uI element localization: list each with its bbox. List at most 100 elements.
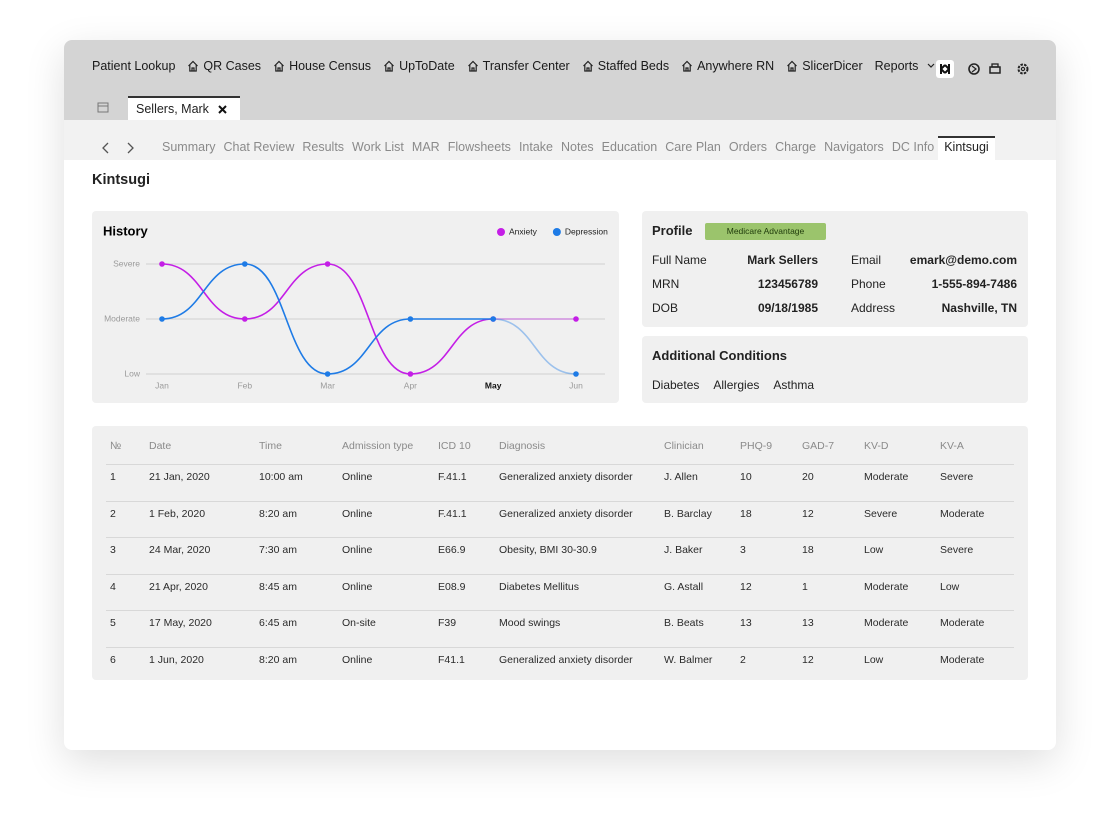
nav-item[interactable]: Anywhere RN bbox=[681, 59, 774, 73]
nav-item[interactable]: Patient Lookup bbox=[92, 59, 175, 73]
column-header: Admission type bbox=[342, 440, 414, 452]
nav-label: Staffed Beds bbox=[597, 59, 670, 73]
table-cell: 12 bbox=[802, 654, 814, 666]
data-point bbox=[573, 316, 579, 322]
nav-item[interactable]: Transfer Center bbox=[467, 59, 570, 73]
nav-label: SlicerDicer bbox=[802, 59, 863, 73]
caret-icon bbox=[928, 63, 935, 68]
column-header: № bbox=[110, 440, 122, 452]
table-cell: Generalized anxiety disorder bbox=[499, 507, 633, 520]
column-header: GAD-7 bbox=[802, 440, 835, 452]
table-cell: Generalized anxiety disorder bbox=[499, 654, 633, 666]
condition: Asthma bbox=[773, 378, 815, 392]
x-tick-label: Jun bbox=[569, 380, 583, 390]
field-label: Full Name bbox=[652, 253, 707, 267]
nav-item[interactable]: SlicerDicer bbox=[786, 59, 863, 73]
field-label: MRN bbox=[652, 277, 680, 291]
table-cell: G. Astall bbox=[664, 580, 704, 593]
conditions-list: Diabetes Allergies Asthma bbox=[652, 378, 814, 392]
nav-label: QR Cases bbox=[203, 59, 262, 73]
tab[interactable]: Care Plan bbox=[665, 140, 721, 154]
table-cell: B. Barclay bbox=[664, 507, 712, 520]
tab[interactable]: Work List bbox=[352, 140, 404, 154]
data-point bbox=[324, 371, 331, 377]
table-cell: 1 Jun, 2020 bbox=[149, 654, 204, 666]
globe-icon[interactable] bbox=[968, 63, 980, 75]
x-tick-label: Feb bbox=[237, 380, 252, 390]
table-cell: Low bbox=[864, 654, 884, 666]
tab[interactable]: Summary bbox=[162, 140, 216, 154]
table-cell: W. Balmer bbox=[664, 654, 713, 666]
tab[interactable]: Kintsugi bbox=[938, 136, 995, 160]
patient-tab[interactable]: Sellers, Mark bbox=[128, 96, 240, 120]
tab[interactable]: Chat Review bbox=[223, 140, 295, 154]
page-title: Kintsugi bbox=[92, 172, 150, 188]
field-label: Address bbox=[851, 301, 896, 315]
tab[interactable]: Charge bbox=[775, 140, 817, 154]
condition: Allergies bbox=[713, 378, 760, 392]
nav-item[interactable]: Reports bbox=[875, 59, 937, 73]
home-shape bbox=[582, 60, 593, 72]
table-cell: On-site bbox=[342, 617, 376, 630]
nav-item[interactable]: UpToDate bbox=[383, 59, 455, 73]
history-arrows[interactable] bbox=[100, 142, 140, 154]
table-cell: Moderate bbox=[864, 471, 909, 483]
settings-icon[interactable] bbox=[1017, 63, 1029, 75]
table-cell: 12 bbox=[740, 580, 752, 593]
nav-item[interactable]: House Census bbox=[273, 59, 371, 73]
x-tick-label: Jan bbox=[155, 380, 169, 390]
table-cell: Generalized anxiety disorder bbox=[499, 471, 633, 483]
tab[interactable]: Orders bbox=[728, 140, 768, 154]
table-cell: 7:30 am bbox=[259, 544, 297, 557]
nav-item[interactable]: Staffed Beds bbox=[582, 59, 669, 73]
table-cell: Low bbox=[940, 580, 960, 593]
tab[interactable]: Flowsheets bbox=[447, 140, 511, 154]
nav-label: UpToDate bbox=[399, 59, 455, 73]
logo-icon[interactable] bbox=[936, 60, 954, 78]
close-icon[interactable] bbox=[218, 104, 227, 114]
calendar-icon[interactable] bbox=[97, 101, 109, 113]
table-cell: Online bbox=[342, 580, 373, 593]
table-cell: Moderate bbox=[940, 507, 985, 520]
home-icon bbox=[467, 60, 478, 72]
nav-label: Anywhere RN bbox=[697, 59, 775, 73]
tab[interactable]: Intake bbox=[518, 140, 553, 154]
home-icon bbox=[787, 60, 798, 72]
tab[interactable]: Education bbox=[601, 140, 658, 154]
tab-row: Summary Chat Review Results Work List MAR Flo… bbox=[64, 120, 1056, 160]
table-cell: 2 bbox=[740, 654, 746, 666]
table-cell: 24 Mar, 2020 bbox=[149, 544, 211, 557]
table-cell: 18 bbox=[802, 544, 814, 557]
data-point bbox=[324, 261, 331, 267]
home-icon bbox=[188, 60, 199, 72]
app-window: Patient Lookup QR Cases House Census UpToDa… bbox=[64, 40, 1056, 750]
table-cell: B. Beats bbox=[664, 617, 704, 630]
tab[interactable]: Notes bbox=[561, 140, 594, 154]
column-header: KV-A bbox=[940, 440, 964, 452]
table-cell: 4 bbox=[110, 580, 116, 593]
table-cell: Moderate bbox=[940, 654, 985, 666]
data-point bbox=[159, 261, 165, 267]
data-point bbox=[159, 316, 165, 322]
tab[interactable]: MAR bbox=[411, 140, 440, 154]
print-icon[interactable] bbox=[989, 66, 1001, 74]
field-label: DOB bbox=[652, 301, 679, 315]
series-line bbox=[161, 263, 494, 375]
table-cell: F39 bbox=[438, 617, 457, 630]
tab[interactable]: Results bbox=[302, 140, 345, 154]
table-cell: Moderate bbox=[864, 580, 909, 593]
table-cell: 10 bbox=[740, 471, 752, 483]
plan-badge: Medicare Advantage bbox=[705, 223, 826, 240]
table-cell: 21 Apr, 2020 bbox=[149, 580, 208, 593]
tab[interactable]: Navigators bbox=[824, 140, 884, 154]
home-icon bbox=[274, 60, 284, 72]
nav-item[interactable]: QR Cases bbox=[187, 59, 261, 73]
table-cell: 5 bbox=[110, 617, 116, 630]
tab[interactable]: DC Info bbox=[891, 140, 935, 154]
table-cell: 13 bbox=[740, 617, 752, 630]
data-point bbox=[242, 316, 248, 322]
table-cell: Moderate bbox=[940, 617, 985, 630]
table-cell: Moderate bbox=[864, 617, 909, 630]
series-line bbox=[493, 318, 577, 375]
